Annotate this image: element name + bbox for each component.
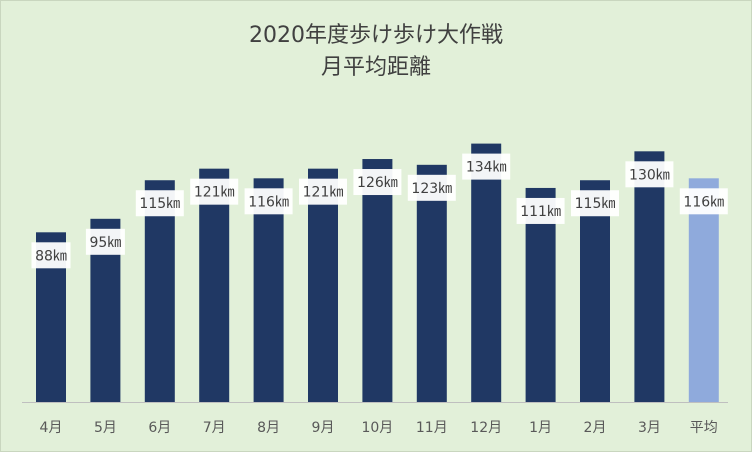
x-tick-label: 10月 xyxy=(361,420,393,436)
bar xyxy=(688,178,719,402)
chart-title-line-2: 月平均距離 xyxy=(320,55,431,80)
data-label: 121㎞ xyxy=(303,185,344,201)
bar xyxy=(471,143,502,402)
data-label-box xyxy=(31,242,71,269)
x-tick-label: 1月 xyxy=(529,420,552,436)
x-tick-label: 7月 xyxy=(203,420,226,436)
data-label: 116㎞ xyxy=(683,194,724,210)
data-label-box xyxy=(353,169,402,196)
x-tick-label: 5月 xyxy=(94,420,117,436)
data-label: 115㎞ xyxy=(575,196,616,212)
bar xyxy=(199,168,230,402)
data-label: 123㎞ xyxy=(411,181,452,197)
x-tick-label: 6月 xyxy=(148,420,171,436)
data-label-box xyxy=(571,190,619,217)
bar xyxy=(362,159,393,402)
data-label-box xyxy=(299,178,347,205)
data-label: 88㎞ xyxy=(35,248,67,264)
bar xyxy=(580,180,610,402)
x-tick-label: 12月 xyxy=(470,420,502,436)
bar xyxy=(634,151,665,402)
chart-title: 2020年度歩け歩け大作戦 月平均距離 xyxy=(0,20,752,84)
data-label: 115㎞ xyxy=(139,196,180,212)
x-tick-label: 9月 xyxy=(312,420,335,436)
data-label: 130㎞ xyxy=(629,167,670,183)
x-tick-label: 2月 xyxy=(584,420,607,436)
data-label: 111㎞ xyxy=(520,204,561,220)
data-label: 121㎞ xyxy=(194,185,235,201)
bar xyxy=(253,178,284,402)
data-label-box xyxy=(679,188,728,215)
chart-title-line-1: 2020年度歩け歩け大作戦 xyxy=(249,23,503,48)
data-label: 134㎞ xyxy=(466,160,507,176)
bar xyxy=(144,180,175,402)
x-axis-tick-labels: 4月 5月 6月 7月 8月 9月 10月 11月 12月 1月 2月 3月 平均 xyxy=(40,420,718,436)
x-tick-label: 11月 xyxy=(416,420,448,436)
data-label-box xyxy=(462,153,511,180)
x-tick-label: 3月 xyxy=(638,420,661,436)
data-label: 95㎞ xyxy=(89,235,121,251)
data-label: 116㎞ xyxy=(248,194,289,210)
bar xyxy=(308,168,338,402)
data-label-box xyxy=(516,197,565,224)
data-label-box xyxy=(244,188,293,215)
x-tick-label: 平均 xyxy=(690,420,718,436)
data-label-box xyxy=(135,190,184,217)
x-tick-label: 4月 xyxy=(40,420,63,436)
data-label-box xyxy=(625,161,674,188)
data-label-box xyxy=(407,174,456,201)
data-labels: 88㎞ 95㎞ 115㎞ 121㎞ 116㎞ 121㎞ 126㎞ 123㎞ 134㎞ 111㎞ 11… xyxy=(31,153,728,269)
data-label: 126㎞ xyxy=(357,175,398,191)
data-label-box xyxy=(85,228,125,255)
x-tick-label: 8月 xyxy=(257,420,280,436)
data-label-box xyxy=(190,178,239,205)
bar xyxy=(416,164,447,402)
